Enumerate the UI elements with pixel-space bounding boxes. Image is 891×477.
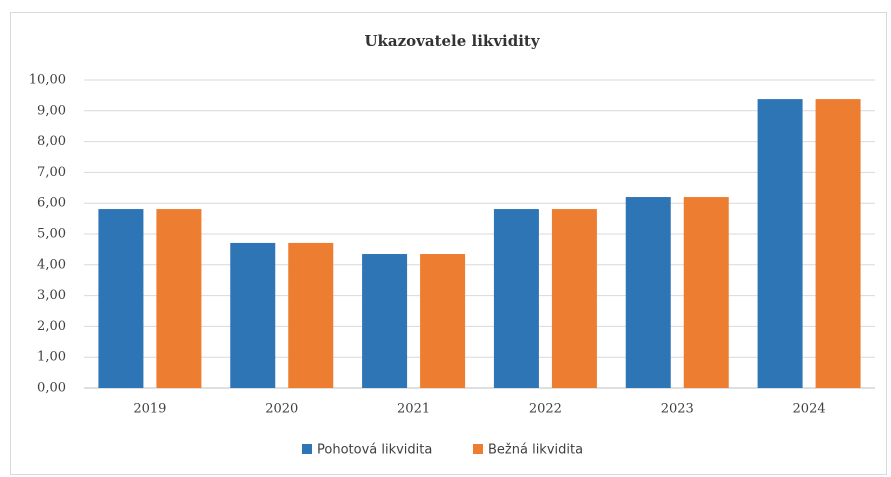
legend-label: Pohotová likvidita [317,443,432,458]
x-tick-label: 2019 [133,402,166,417]
x-tick-label: 2023 [661,402,694,417]
y-tick-label: 3,00 [37,288,66,303]
x-tick-label: 2020 [265,402,298,417]
bar [420,254,466,388]
bar [493,209,539,388]
bar [288,242,334,388]
y-tick-label: 8,00 [37,134,66,149]
bar [625,197,671,388]
y-tick-label: 4,00 [37,257,66,272]
y-tick-label: 5,00 [37,227,66,242]
bar [362,254,408,388]
y-tick-label: 10,00 [29,73,66,88]
x-tick-label: 2024 [793,402,826,417]
x-tick-label: 2022 [529,402,562,417]
chart-title: Ukazovatele likvidity [364,32,540,50]
legend-swatch [302,444,312,454]
y-tick-label: 7,00 [37,165,66,180]
y-tick-label: 1,00 [37,350,66,365]
bar [683,197,729,388]
y-tick-label: 2,00 [37,319,66,334]
x-tick-label: 2021 [397,402,430,417]
bar [815,99,861,388]
bar [230,242,276,388]
bar [156,209,202,388]
bar [757,99,803,388]
legend-label: Bežná likvidita [488,443,583,458]
bar [551,209,597,388]
legend-swatch [473,444,483,454]
y-tick-label: 6,00 [37,196,66,211]
bar [98,209,144,388]
y-tick-label: 0,00 [37,381,66,396]
y-tick-label: 9,00 [37,103,66,118]
